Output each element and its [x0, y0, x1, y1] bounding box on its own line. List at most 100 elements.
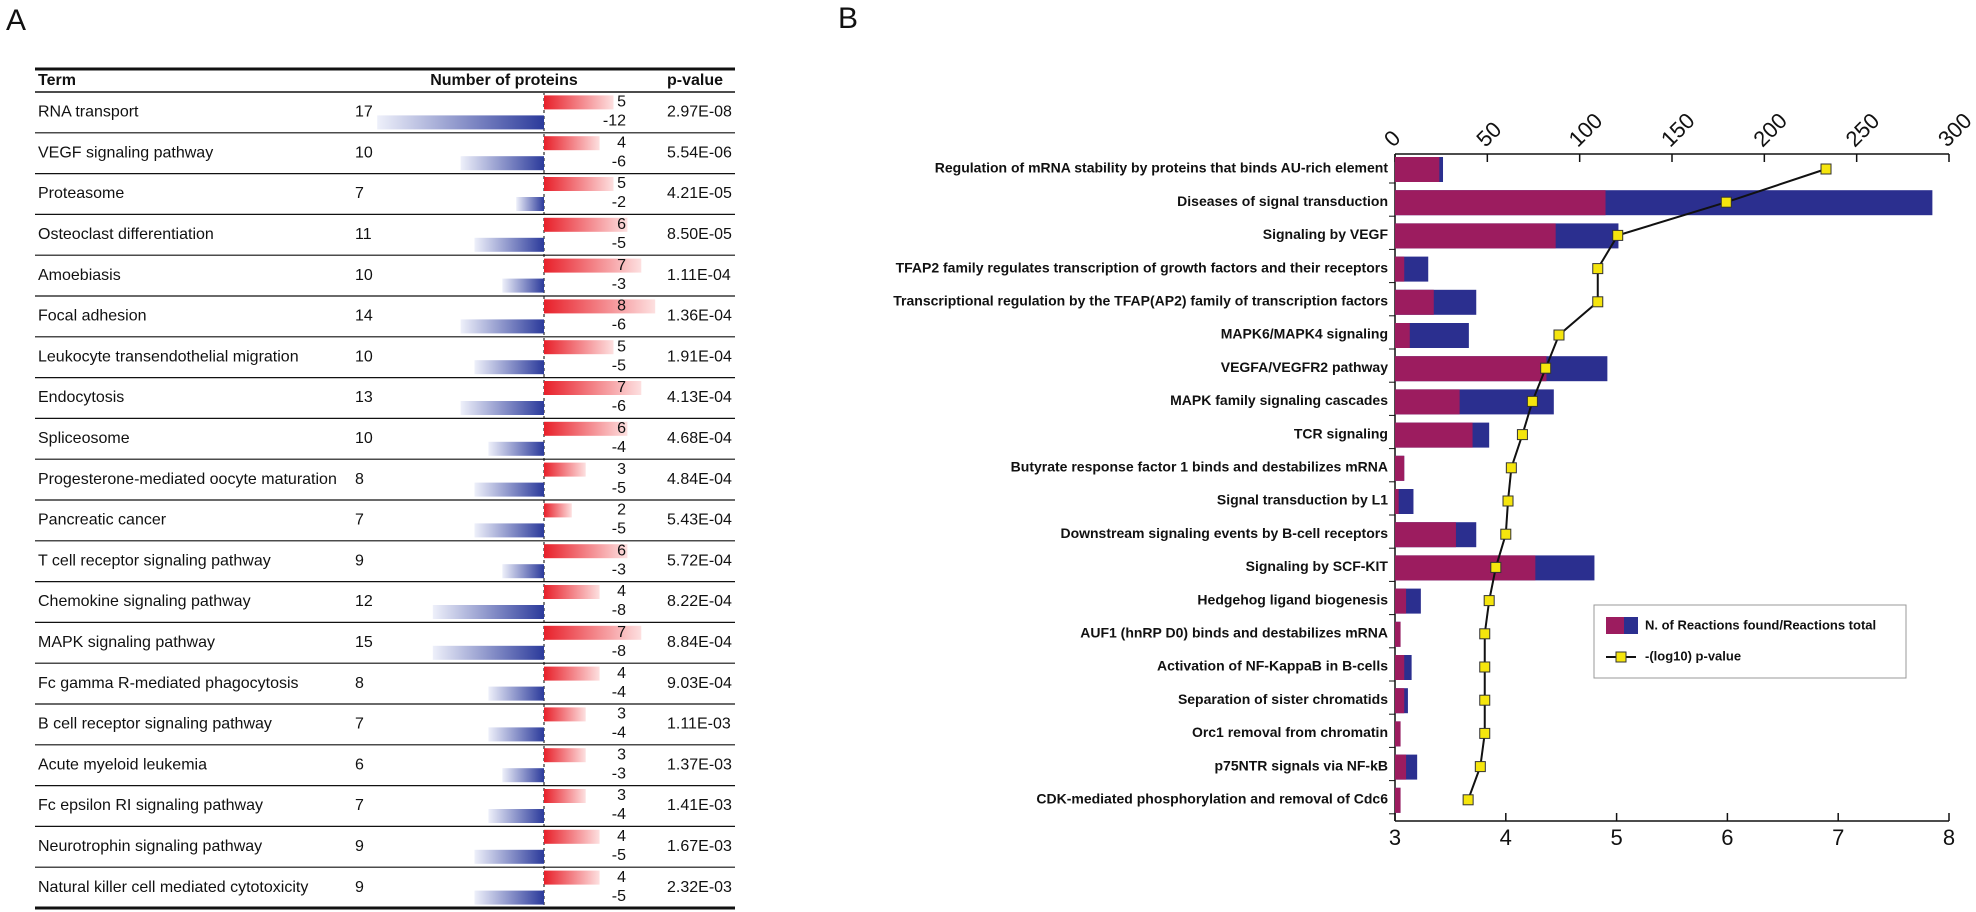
protein-count: 8: [355, 471, 364, 488]
protein-count: 13: [355, 389, 373, 406]
p-value-marker: [1516, 429, 1528, 441]
p-value: 1.11E-03: [667, 716, 731, 733]
term: Focal adhesion: [38, 308, 147, 325]
x-tick-label: 50: [1471, 117, 1506, 152]
term: Progesterone-mediated oocyte maturation: [38, 471, 337, 488]
term: Neurotrophin signaling pathway: [38, 838, 262, 855]
protein-count: 7: [355, 716, 364, 733]
p-value: 5.72E-04: [667, 552, 732, 569]
term: VEGF signaling pathway: [38, 144, 213, 161]
p-value-marker: [1479, 694, 1491, 706]
up-bar: [544, 381, 642, 395]
protein-count: 10: [355, 348, 373, 365]
down-count: -5: [612, 357, 626, 374]
down-bar: [488, 809, 544, 823]
category-label: Signal transduction by L1: [1217, 492, 1388, 508]
p-value-marker: [1483, 595, 1495, 607]
up-count: 7: [617, 624, 626, 641]
protein-count: 10: [355, 267, 373, 284]
p-value: 8.84E-04: [667, 634, 732, 651]
x2-tick-label: 3: [1389, 825, 1401, 850]
up-count: 4: [617, 869, 626, 886]
down-count: -3: [612, 765, 626, 782]
x2-tick-label: 4: [1500, 825, 1512, 850]
up-count: 5: [617, 338, 626, 355]
term: RNA transport: [38, 104, 139, 121]
found-bar: [1395, 323, 1410, 348]
x2-tick-label: 5: [1610, 825, 1622, 850]
p-value-marker: [1526, 395, 1538, 407]
category-label: VEGFA/VEGFR2 pathway: [1221, 359, 1388, 375]
term: B cell receptor signaling pathway: [38, 716, 272, 733]
legend-box: [1593, 604, 1907, 679]
down-count: -4: [612, 439, 626, 456]
up-bar: [544, 829, 600, 844]
p-value: 5.43E-04: [667, 512, 732, 529]
term: Fc epsilon RI signaling pathway: [38, 797, 263, 814]
term: Pancreatic cancer: [38, 512, 167, 529]
found-bar: [1395, 489, 1399, 514]
up-bar: [544, 585, 600, 599]
p-value-marker: [1592, 296, 1604, 308]
down-bar: [502, 278, 544, 293]
p-value: 1.67E-03: [667, 838, 732, 855]
found-bar: [1395, 455, 1405, 481]
panel-label: B: [838, 2, 858, 35]
found-bar: [1395, 422, 1473, 448]
down-bar: [474, 237, 544, 252]
protein-count: 9: [355, 879, 364, 896]
up-bar: [544, 340, 614, 355]
p-value-marker: [1500, 528, 1512, 540]
term: Osteoclast differentiation: [38, 226, 214, 243]
p-value-marker: [1592, 263, 1604, 275]
down-bar: [460, 156, 544, 171]
column-header: p-value: [667, 72, 723, 89]
down-count: -12: [603, 113, 626, 130]
down-count: -6: [612, 398, 626, 415]
down-count: -6: [612, 317, 626, 334]
protein-count: 10: [355, 430, 373, 447]
found-bar: [1395, 787, 1401, 813]
up-count: 5: [617, 175, 626, 192]
category-label: Orc1 removal from chromatin: [1192, 724, 1388, 740]
down-bar: [502, 564, 544, 579]
p-value: 1.41E-03: [667, 797, 732, 814]
protein-count: 12: [355, 593, 373, 610]
found-bar: [1395, 256, 1405, 282]
up-bar: [544, 421, 628, 436]
category-label: Transcriptional regulation by the TFAP(A…: [893, 293, 1388, 309]
up-count: 4: [617, 828, 626, 845]
term: Chemokine signaling pathway: [38, 593, 251, 610]
p-value: 8.50E-05: [667, 226, 732, 243]
found-bar: [1395, 190, 1606, 216]
down-bar: [488, 441, 544, 456]
up-count: 3: [617, 746, 626, 763]
up-bar: [544, 177, 614, 191]
category-label: MAPK family signaling cascades: [1170, 392, 1388, 408]
down-bar: [460, 401, 544, 415]
up-count: 7: [617, 257, 626, 274]
p-value: 1.91E-04: [667, 348, 732, 365]
up-count: 3: [617, 461, 626, 478]
p-value-marker: [1474, 761, 1486, 773]
p-value-marker: [1490, 561, 1502, 573]
up-count: 6: [617, 542, 626, 559]
term: Endocytosis: [38, 389, 124, 406]
p-value-marker: [1479, 727, 1491, 739]
down-count: -2: [612, 194, 626, 211]
legend-swatch: [1606, 617, 1624, 634]
down-bar: [474, 890, 544, 905]
category-label: Signaling by SCF-KIT: [1246, 558, 1389, 574]
down-bar: [377, 115, 544, 130]
category-label: Hedgehog ligand biogenesis: [1197, 591, 1388, 607]
x2-tick-label: 7: [1832, 825, 1844, 850]
protein-count: 11: [355, 226, 372, 243]
up-count: 3: [617, 787, 626, 804]
up-count: 4: [617, 665, 626, 682]
found-bar: [1395, 721, 1401, 747]
protein-count: 10: [355, 144, 373, 161]
down-bar: [474, 360, 544, 375]
x-tick-label: 100: [1564, 108, 1608, 152]
p-value: 2.97E-08: [667, 104, 732, 121]
